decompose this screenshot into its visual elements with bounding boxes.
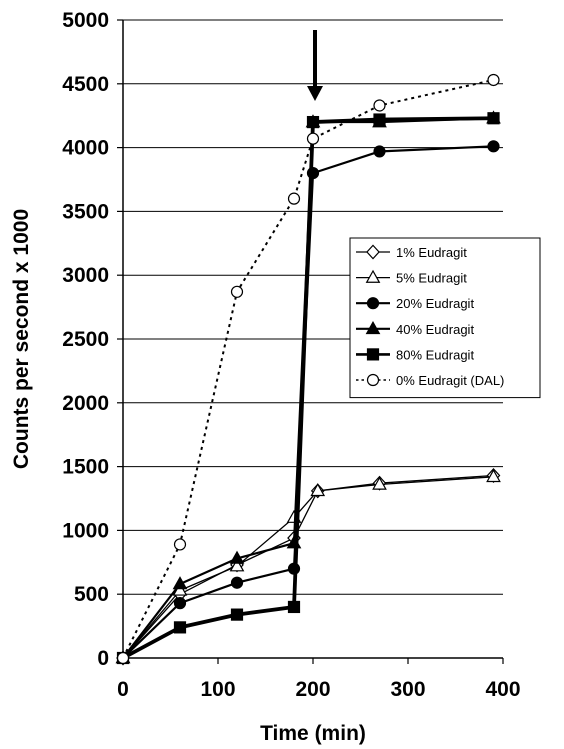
y-tick-labels: 0 500 1000 1500 2000 2500 3000 3500 4000 4500 5000 <box>62 9 109 670</box>
legend-marker <box>366 348 380 361</box>
data-point <box>373 145 386 158</box>
legend-marker <box>365 269 381 283</box>
annotation-arrow <box>307 30 323 101</box>
data-point <box>230 608 244 621</box>
legend-item: 5% Eudragit <box>356 269 467 286</box>
data-point <box>487 112 500 125</box>
x-tick-label: 300 <box>390 678 425 701</box>
legend-item: 0% Eudragit (DAL) <box>356 373 504 388</box>
data-point <box>230 576 244 589</box>
legend-label: 80% Eudragit <box>396 347 474 362</box>
data-point <box>172 576 188 590</box>
series-1 <box>115 468 501 664</box>
data-point <box>486 468 501 483</box>
data-point <box>173 597 187 610</box>
y-tick-label: 2500 <box>62 328 109 351</box>
x-tick-label: 100 <box>200 678 235 701</box>
data-point <box>310 483 326 497</box>
data-point <box>230 285 244 298</box>
legend-marker <box>366 373 380 387</box>
legend-marker <box>365 320 381 335</box>
legend-label: 0% Eudragit (DAL) <box>396 373 504 388</box>
data-point <box>306 115 320 129</box>
legend-item: 20% Eudragit <box>356 296 474 311</box>
y-tick-label: 3500 <box>62 200 109 223</box>
x-tick-label: 0 <box>117 678 129 701</box>
arrow-head <box>307 86 323 101</box>
data-point <box>372 476 387 490</box>
y-tick-label: 4500 <box>62 73 109 96</box>
y-tick-label: 0 <box>97 647 109 670</box>
x-tick-label: 400 <box>485 678 520 701</box>
x-axis-title: Time (min) <box>260 722 366 745</box>
legend-item: 80% Eudragit <box>356 347 474 362</box>
data-point <box>229 558 245 572</box>
series-lines <box>115 73 501 666</box>
legend-label: 40% Eudragit <box>396 322 474 337</box>
x-tick-labels: 0 100 200 300 400 <box>117 678 520 701</box>
series-0 <box>116 468 501 666</box>
data-point <box>373 99 386 112</box>
legend: 1% Eudragit 5% Eudragit 20% Eudragit 40% Eu… <box>349 237 541 399</box>
y-tick-label: 4000 <box>62 137 109 160</box>
legend-label: 5% Eudragit <box>396 271 467 286</box>
data-point <box>173 621 187 634</box>
data-point <box>373 113 386 126</box>
legend-box <box>349 237 541 399</box>
x-tick-label: 200 <box>295 678 330 701</box>
legend-label: 1% Eudragit <box>396 245 467 260</box>
legend-item: 40% Eudragit <box>356 320 474 337</box>
legend-item: 1% Eudragit <box>356 244 467 260</box>
y-tick-label: 1500 <box>62 456 109 479</box>
data-point <box>287 192 301 205</box>
y-tick-label: 3000 <box>62 264 109 287</box>
data-point <box>229 550 245 564</box>
legend-marker <box>366 244 380 260</box>
y-tick-label: 5000 <box>62 9 109 32</box>
data-point <box>487 73 500 87</box>
y-tick-label: 1000 <box>62 519 109 542</box>
series-5 <box>116 73 500 665</box>
data-point <box>306 132 320 145</box>
legend-label: 20% Eudragit <box>396 296 474 311</box>
data-point <box>173 538 187 551</box>
data-point <box>287 600 301 614</box>
data-point <box>116 651 130 665</box>
y-axis-title: Counts per second x 1000 <box>10 209 33 469</box>
axes <box>117 19 504 664</box>
data-point <box>487 140 500 153</box>
y-tick-label: 2000 <box>62 392 109 415</box>
y-tick-label: 500 <box>74 583 109 606</box>
legend-marker <box>366 297 380 310</box>
